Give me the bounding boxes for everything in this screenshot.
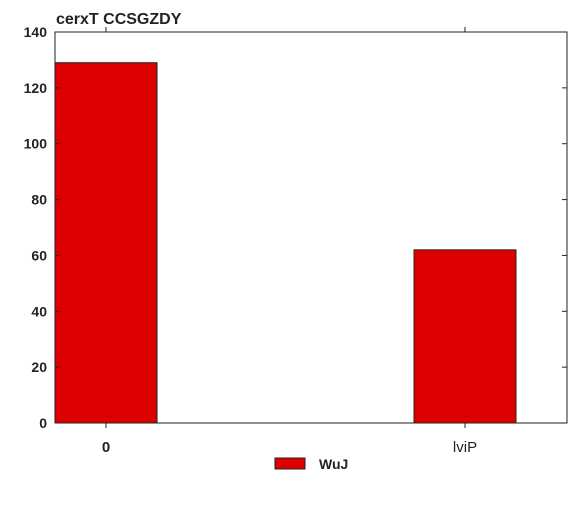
y-tick-label: 20 [31, 359, 47, 375]
y-tick-label: 60 [31, 247, 47, 263]
y-tick-label: 140 [24, 24, 48, 40]
y-axis: 0 20 40 60 80 100 120 140 [24, 24, 567, 431]
x-tick-label: lviP [453, 439, 477, 456]
y-tick-label: 40 [31, 303, 47, 319]
bar [413, 249, 517, 424]
plot-frame [54, 31, 568, 424]
legend: WuJ [274, 456, 348, 472]
y-tick-label: 100 [24, 136, 48, 152]
y-tick-label: 80 [31, 192, 47, 208]
chart-title: cerxT CCSGZDY [56, 11, 182, 28]
bar [54, 62, 158, 424]
x-axis: 0 lviP [102, 27, 477, 456]
y-tick-label: 0 [39, 415, 47, 431]
bars-layer [54, 62, 517, 424]
y-tick-label: 120 [24, 80, 48, 96]
legend-swatch [274, 457, 306, 470]
legend-label: WuJ [319, 456, 348, 472]
x-tick-label: 0 [102, 439, 110, 456]
